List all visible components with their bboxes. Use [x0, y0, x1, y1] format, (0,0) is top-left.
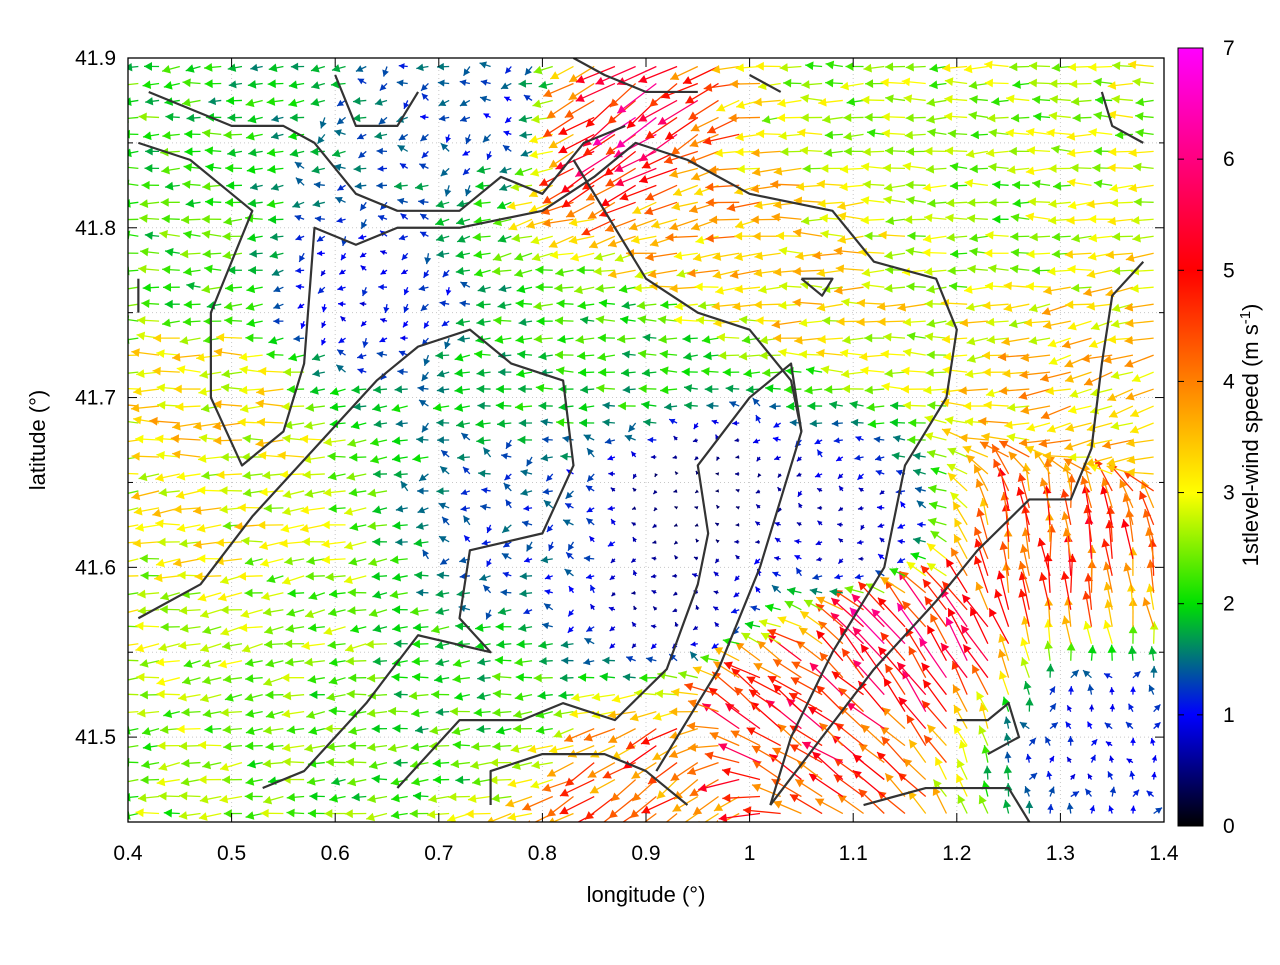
wind-vector-head: [112, 351, 120, 360]
wind-vector-head: [116, 558, 125, 567]
wind-vector-head: [120, 743, 129, 752]
wind-vector-head: [116, 708, 124, 717]
wind-vector-head: [588, 826, 597, 834]
wind-vector-head: [119, 676, 128, 685]
wind-vector-head: [120, 489, 129, 498]
wind-vector-head: [119, 622, 127, 631]
wind-vector-head: [652, 825, 661, 833]
wind-vector-head: [113, 610, 122, 619]
wind-vector-shaft: [112, 576, 138, 577]
wind-vector-head: [606, 826, 615, 834]
wind-vector-head: [114, 524, 123, 533]
wind-vector-head: [114, 469, 122, 478]
wind-vector-head: [113, 642, 122, 651]
wind-vector-head: [122, 793, 130, 802]
wind-vector-head: [118, 417, 127, 426]
wind-vector-head: [119, 778, 128, 787]
wind-vector-head: [112, 539, 120, 548]
wind-vector-head: [120, 590, 129, 599]
wind-vector-head: [117, 690, 125, 699]
wind-vector-head: [118, 455, 127, 464]
wind-vector-head: [120, 249, 128, 258]
wind-vector-head: [559, 825, 568, 833]
wind-vector-shaft: [121, 762, 138, 763]
wind-vector-head: [120, 285, 129, 294]
wind-vector-head: [112, 438, 121, 447]
wind-vector-head: [117, 507, 126, 516]
wind-vector-shaft: [112, 355, 138, 356]
wind-vector-head: [119, 302, 128, 311]
wind-vector-head: [118, 369, 126, 378]
wind-vector-head: [630, 825, 639, 833]
wind-vector-head: [674, 822, 683, 830]
wind-vector-head: [118, 656, 126, 665]
